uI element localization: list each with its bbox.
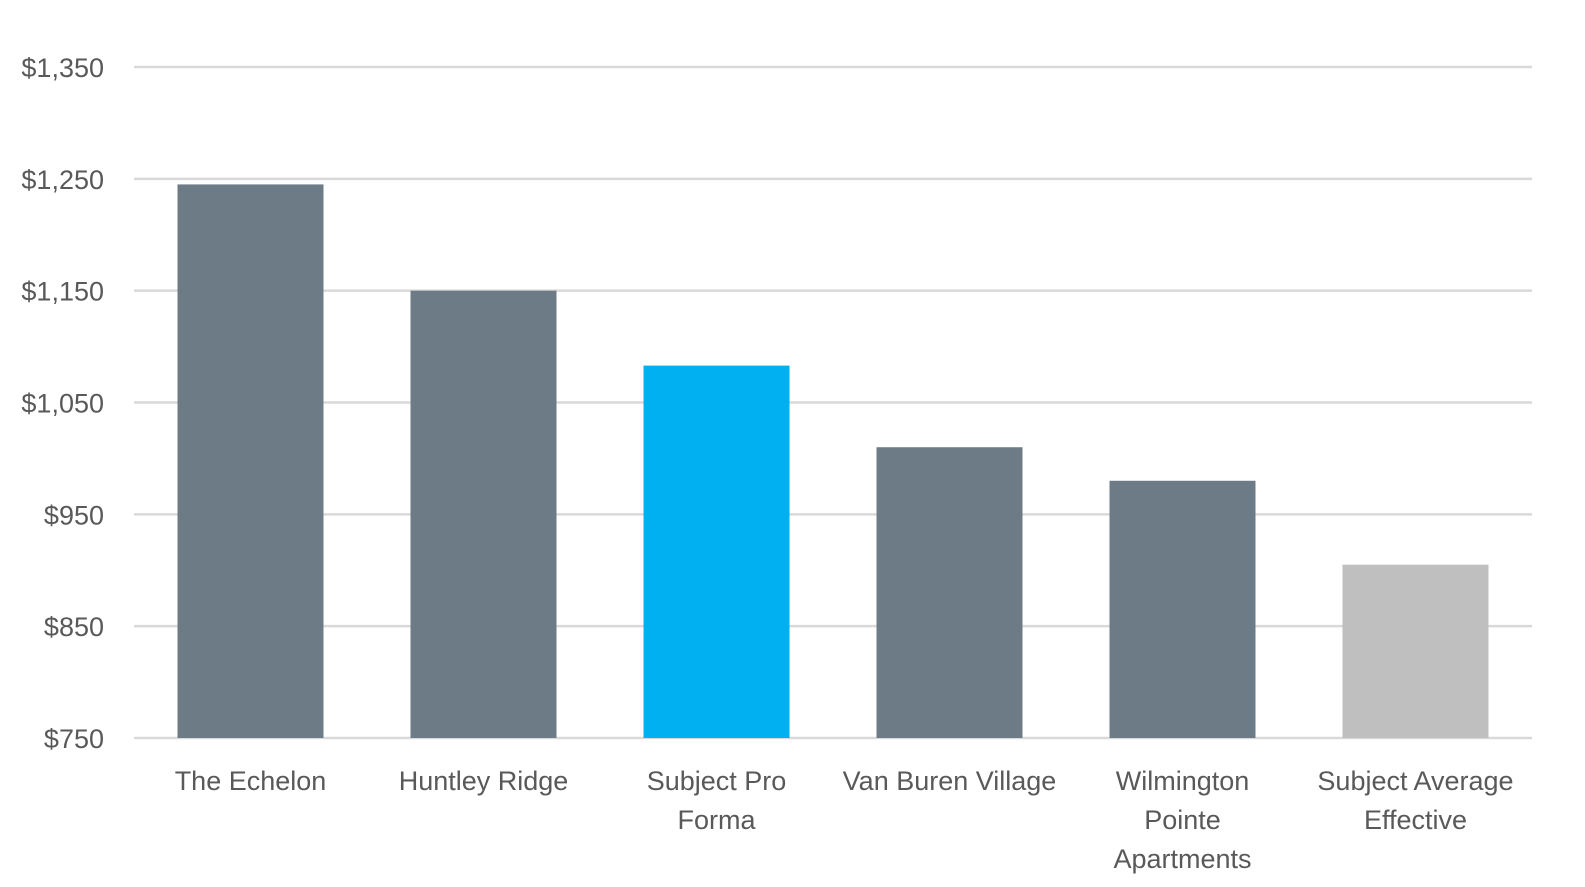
x-axis-category-labels: The Echelon Huntley Ridge Subject Pro Forma… [175, 766, 1514, 874]
x-category-label: The Echelon [175, 766, 327, 796]
bar [643, 365, 790, 738]
y-tick-label: $1,150 [21, 277, 104, 307]
x-category-label: Subject Pro Forma [647, 766, 787, 835]
bar [1109, 480, 1256, 738]
y-tick-label: $1,250 [21, 165, 104, 195]
x-category-label: Huntley Ridge [399, 766, 569, 796]
bar [177, 184, 324, 739]
x-category-label: Subject Average Effective [1317, 766, 1513, 835]
x-category-label: Wilmington Pointe Apartments [1113, 766, 1251, 874]
y-tick-label: $950 [44, 500, 104, 530]
y-tick-label: $1,050 [21, 389, 104, 419]
x-category-label: Van Buren Village [843, 766, 1057, 796]
gridlines [134, 65, 1532, 740]
y-tick-label: $1,350 [21, 53, 104, 83]
bar [876, 447, 1023, 738]
y-axis-tick-labels: $750 $850 $950 $1,050 $1,150 $1,250 $1,350 [21, 53, 104, 754]
bar [1342, 564, 1489, 738]
bars [177, 184, 1489, 739]
y-tick-label: $750 [44, 724, 104, 754]
bar [410, 290, 557, 738]
y-tick-label: $850 [44, 612, 104, 642]
